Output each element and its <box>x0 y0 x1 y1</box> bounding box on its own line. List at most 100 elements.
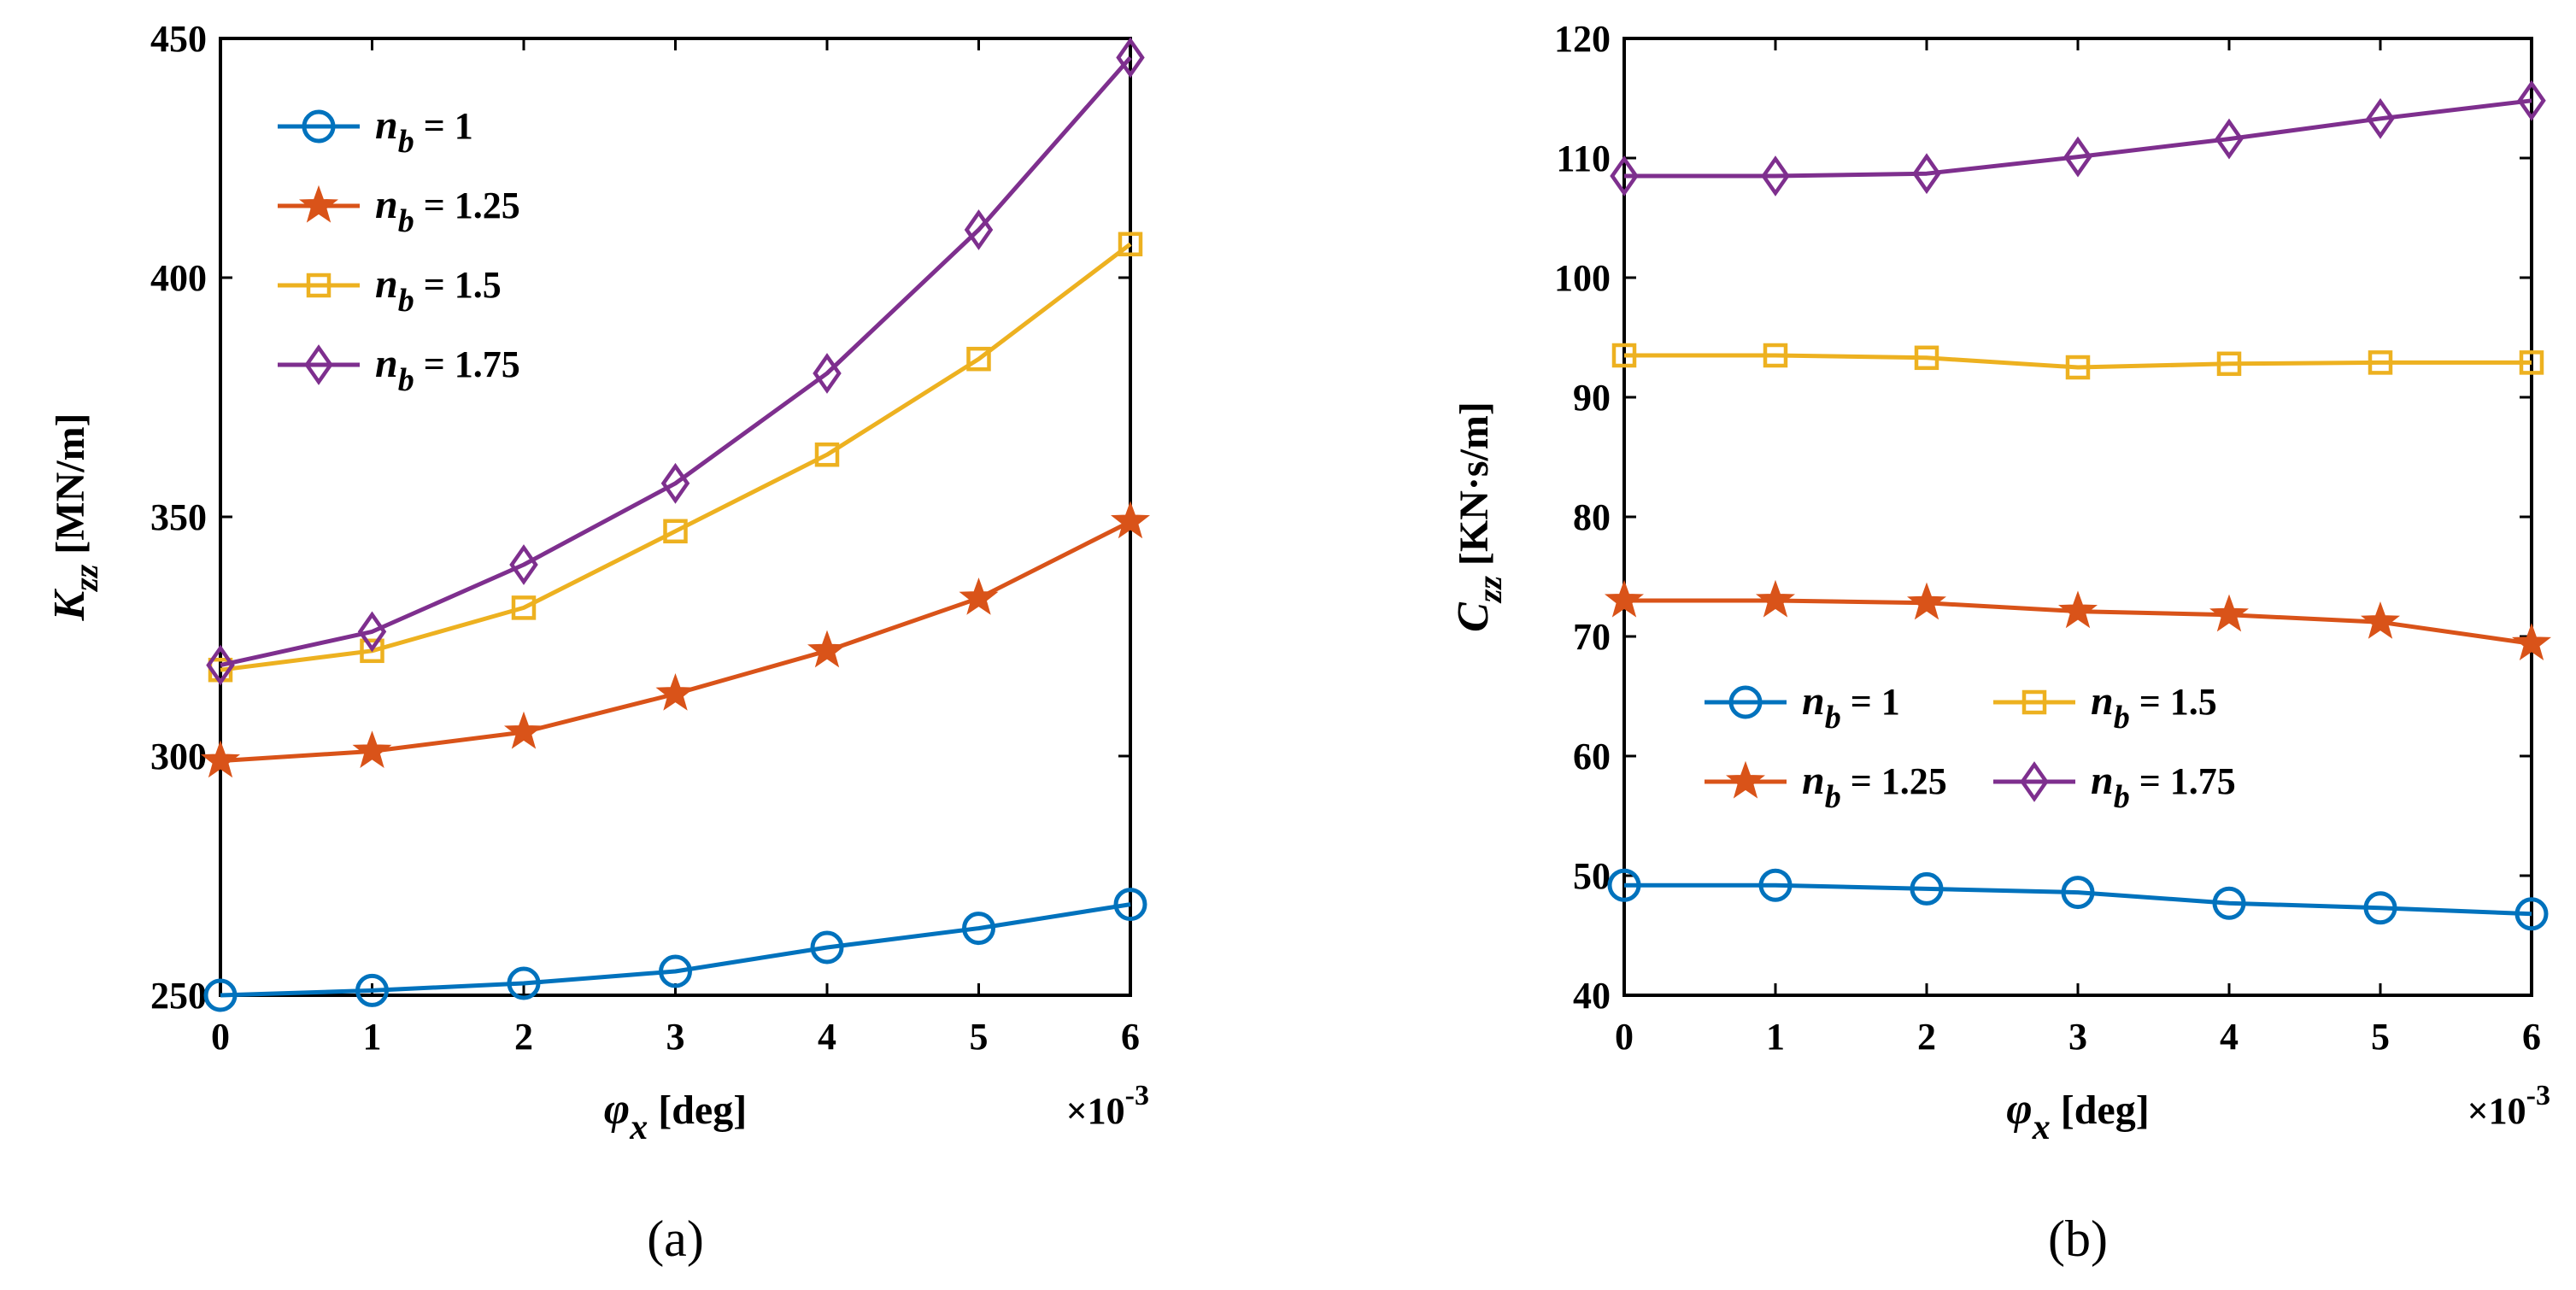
data-point-marker <box>663 519 688 544</box>
x-tick-label: 4 <box>2220 1016 2239 1058</box>
data-point-marker <box>962 912 995 946</box>
legend-label-symbol: n <box>2091 758 2114 803</box>
y-tick-label: 100 <box>1554 257 1611 299</box>
data-point-marker <box>2216 351 2242 377</box>
legend-label-subscript: b <box>398 124 414 160</box>
series-n-b-1-25 <box>1605 579 2551 660</box>
data-point-marker <box>2368 350 2393 375</box>
x-tick-label: 2 <box>514 1016 533 1058</box>
data-point-marker <box>2215 118 2244 160</box>
data-point-marker <box>1914 345 1939 371</box>
legend-label-value: = 1 <box>414 105 473 147</box>
data-point-marker <box>1761 155 1790 196</box>
x-axis-multiplier-exponent: -3 <box>1125 1080 1149 1111</box>
data-point-marker <box>1907 582 1946 620</box>
legend-label-subscript: b <box>2114 779 2130 815</box>
legend-label: nb = 1.75 <box>375 341 520 398</box>
data-point-marker <box>1910 871 1944 906</box>
y-tick-label: 350 <box>150 496 207 538</box>
x-axis-multiplier: ×10-3 <box>1066 1080 1149 1132</box>
legend-marker <box>1728 685 1763 719</box>
data-point-marker <box>659 954 692 988</box>
y-tick-label: 40 <box>1573 975 1611 1017</box>
y-tick-label: 300 <box>150 736 207 777</box>
legend-item: nb = 1 <box>1705 678 1900 736</box>
series-n-b-1 <box>1607 868 2549 931</box>
legend-label: nb = 1.25 <box>375 182 520 239</box>
y-axis-label-subscript: zz <box>67 564 105 593</box>
data-point-marker <box>1118 232 1143 257</box>
series-n-b-1-25 <box>201 501 1150 778</box>
data-point-marker <box>660 462 690 504</box>
data-point-marker <box>507 966 541 1000</box>
x-tick-label: 3 <box>2068 1016 2087 1058</box>
y-tick-label: 110 <box>1556 138 1611 179</box>
legend-label: nb = 1.5 <box>375 261 502 319</box>
x-tick-label: 6 <box>2522 1016 2541 1058</box>
data-point-marker <box>206 644 235 686</box>
x-axis-multiplier: ×10-3 <box>2467 1080 2550 1132</box>
data-point-marker <box>2058 590 2098 629</box>
y-tick-label: 90 <box>1573 377 1611 419</box>
legend-label: nb = 1.25 <box>1802 758 1947 815</box>
y-tick-label: 60 <box>1573 736 1611 777</box>
x-tick-label: 5 <box>2371 1016 2390 1058</box>
data-point-marker <box>1113 888 1147 922</box>
y-axis-label-subscript: zz <box>1470 576 1509 605</box>
legend-label-symbol: n <box>375 182 398 227</box>
y-tick-label: 400 <box>150 257 207 299</box>
data-point-marker <box>1912 153 1941 195</box>
data-point-marker <box>201 740 240 778</box>
data-point-marker <box>813 353 842 394</box>
series-n-b-1-75 <box>206 37 1145 686</box>
data-point-marker <box>1111 501 1150 539</box>
legend-marker <box>2021 689 2047 715</box>
data-point-marker <box>2361 601 2400 639</box>
data-point-marker <box>1607 868 1641 902</box>
data-point-marker <box>203 978 238 1012</box>
legend-marker <box>299 185 338 223</box>
series-n-b-1-5 <box>208 232 1143 683</box>
legend-label-value: = 1.25 <box>1841 760 1947 802</box>
legend-label-symbol: n <box>2091 678 2114 724</box>
y-tick-label: 250 <box>150 975 207 1017</box>
legend-label-value: = 1.5 <box>414 264 502 306</box>
y-axis-label-symbol: C <box>1449 601 1498 632</box>
legend-item: nb = 1.75 <box>278 341 520 398</box>
data-point-marker <box>509 544 538 585</box>
data-point-marker <box>1605 579 1644 618</box>
legend-label-symbol: n <box>1802 678 1825 724</box>
data-point-marker <box>1116 37 1145 79</box>
data-point-marker <box>511 595 537 620</box>
legend-item: nb = 1.5 <box>278 261 502 319</box>
y-tick-label: 50 <box>1573 855 1611 897</box>
chart-panel-b: 0 1 2 3 4 5 6 40 50 60 70 80 90 100 110 120 φx [deg] ×10-… <box>1449 18 2551 1267</box>
data-point-marker <box>964 209 994 250</box>
chart-panel-a: 0 1 2 3 4 5 6 250 300 350 400 450 φx [deg] ×10-3 Kzz [… <box>45 18 1150 1267</box>
y-tick-label: 450 <box>150 18 207 60</box>
x-axis-label: φx [deg] <box>604 1085 747 1147</box>
legend-label-subscript: b <box>1825 700 1841 736</box>
legend-label-symbol: n <box>375 261 398 307</box>
y-axis-label-unit: [KN·s/m] <box>1452 402 1497 576</box>
x-axis-label-unit: [deg] <box>648 1088 747 1133</box>
legend-label-subscript: b <box>398 362 414 398</box>
legend-label: nb = 1.75 <box>2091 758 2236 815</box>
y-tick-label: 80 <box>1573 496 1611 538</box>
series-line <box>220 242 1132 672</box>
data-point-marker <box>2061 876 2095 910</box>
data-point-marker <box>2366 97 2395 139</box>
data-point-marker <box>966 346 991 372</box>
series-line <box>1624 98 2532 179</box>
data-point-marker <box>1610 155 1639 196</box>
data-point-marker <box>810 930 844 965</box>
legend-label-value: = 1.75 <box>414 343 520 385</box>
data-point-marker <box>1763 343 1788 368</box>
legend-item: nb = 1.25 <box>1705 758 1947 815</box>
data-point-marker <box>2065 355 2091 380</box>
legend-marker <box>304 344 333 385</box>
data-point-marker <box>357 611 387 653</box>
legend-marker <box>1726 760 1765 799</box>
legend-item: nb = 1.5 <box>1993 678 2217 736</box>
